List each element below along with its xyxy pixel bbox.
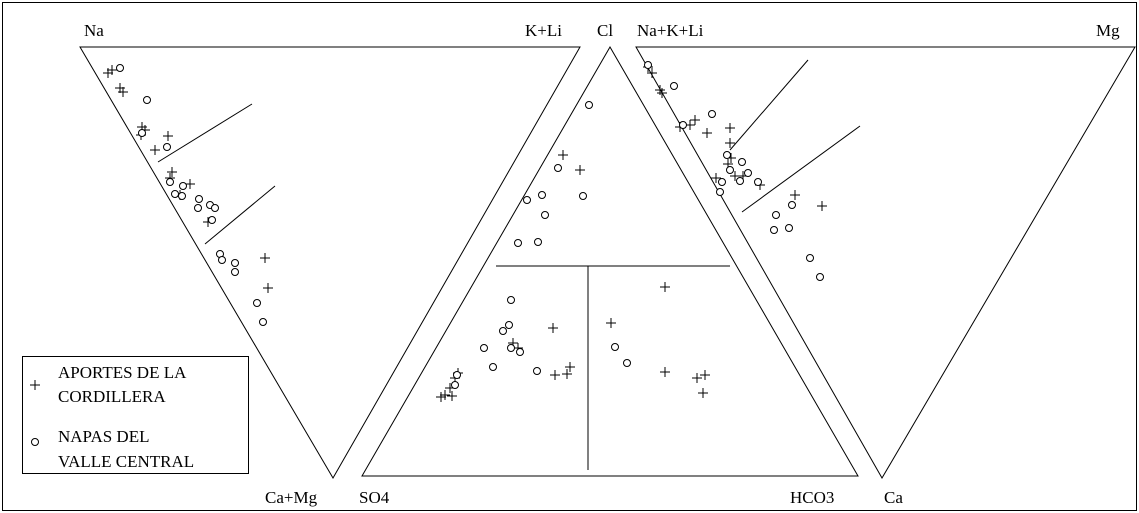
axis-label: K+Li (525, 21, 562, 40)
legend-box (22, 356, 249, 474)
anion-triangle (361, 46, 859, 477)
circle-marker (507, 344, 515, 352)
circle-marker (772, 211, 780, 219)
circle-marker (194, 204, 202, 212)
circle-marker (611, 343, 619, 351)
circle-marker (259, 318, 267, 326)
circle-marker (507, 296, 515, 304)
axis-label: Mg (1096, 21, 1120, 40)
circle-marker (480, 344, 488, 352)
circle-marker (744, 169, 752, 177)
circle-marker (171, 190, 179, 198)
circle-marker (231, 268, 239, 276)
cation-triangle-2 (635, 46, 1136, 479)
circle-marker (163, 143, 171, 151)
circle-marker (195, 195, 203, 203)
circle-marker (541, 211, 549, 219)
circle-marker (726, 166, 734, 174)
circle-marker (754, 178, 762, 186)
circle-marker (788, 201, 796, 209)
circle-marker (533, 367, 541, 375)
circle-marker (231, 259, 239, 267)
circle-marker (770, 226, 778, 234)
circle-marker (579, 192, 587, 200)
circle-marker (116, 64, 124, 72)
circle-marker (253, 299, 261, 307)
guide-line (204, 185, 276, 245)
sample-points (30, 61, 827, 446)
circle-marker (514, 239, 522, 247)
circle-marker (785, 224, 793, 232)
circle-marker (718, 178, 726, 186)
circle-marker (679, 121, 687, 129)
legend-text: APORTES DE LA (58, 363, 187, 382)
circle-marker (179, 182, 187, 190)
legend-text: CORDILLERA (58, 387, 166, 406)
circle-marker (31, 438, 39, 446)
circle-marker (178, 192, 186, 200)
circle-marker (505, 321, 513, 329)
guide-line (157, 103, 253, 163)
circle-marker (499, 327, 507, 335)
circle-marker (166, 178, 174, 186)
circle-marker (208, 216, 216, 224)
circle-marker (489, 363, 497, 371)
circle-marker (534, 238, 542, 246)
circle-marker (723, 151, 731, 159)
guide-line (729, 59, 809, 151)
legend-text: NAPAS DEL (58, 427, 149, 446)
circle-marker (736, 177, 744, 185)
circle-marker (538, 191, 546, 199)
circle-marker (644, 61, 652, 69)
circle-marker (708, 110, 716, 118)
axis-label: SO4 (359, 488, 390, 507)
circle-marker (211, 204, 219, 212)
circle-marker (453, 371, 461, 379)
circle-marker (585, 101, 593, 109)
circle-marker (138, 129, 146, 137)
axis-label: HCO3 (790, 488, 834, 507)
circle-marker (523, 196, 531, 204)
circle-marker (623, 359, 631, 367)
circle-marker (670, 82, 678, 90)
circle-marker (716, 188, 724, 196)
circle-marker (806, 254, 814, 262)
axis-label: Ca (884, 488, 903, 507)
circle-marker (143, 96, 151, 104)
axis-label: Na+K+Li (637, 21, 704, 40)
axis-label: Na (84, 21, 104, 40)
circle-marker (554, 164, 562, 172)
circle-marker (738, 158, 746, 166)
circle-marker (218, 256, 226, 264)
guide-line (741, 125, 861, 213)
axis-label: Ca+Mg (265, 488, 318, 507)
cation-triangle (79, 46, 581, 479)
circle-marker (451, 381, 459, 389)
axis-label: Cl (597, 21, 613, 40)
circle-marker (816, 273, 824, 281)
circle-marker (516, 348, 524, 356)
legend-text: VALLE CENTRAL (58, 452, 194, 471)
